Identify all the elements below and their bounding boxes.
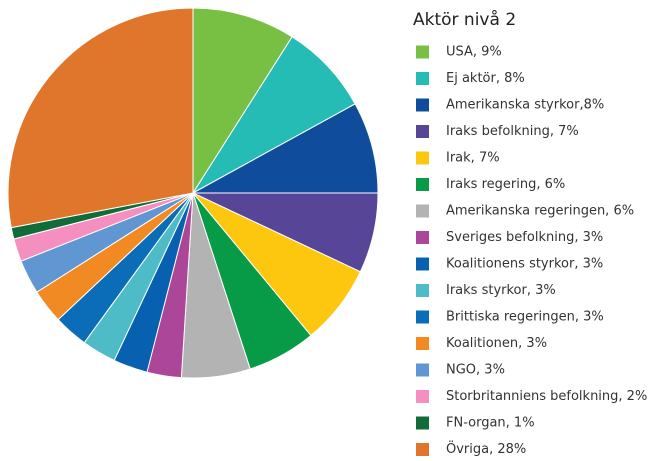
legend-label: Amerikanska regeringen, 6% — [446, 204, 634, 219]
legend-swatch — [416, 45, 429, 59]
legend-label: USA, 9% — [446, 45, 502, 60]
legend-label: Iraks regering, 6% — [446, 177, 565, 192]
legend-swatch — [416, 125, 429, 138]
legend-label: Amerikanska styrkor,8% — [446, 98, 604, 113]
pie-slice — [192, 7, 293, 195]
chart-title: Aktör nivå 2 — [413, 9, 516, 30]
legend-swatch — [416, 310, 429, 324]
legend-swatch — [416, 443, 429, 456]
legend-swatch — [416, 231, 429, 244]
legend-swatch — [416, 178, 429, 191]
legend-swatch — [416, 257, 429, 271]
legend-swatch — [416, 151, 429, 165]
pie-slice — [192, 36, 356, 194]
pie-slice — [192, 103, 379, 194]
legend-label: NGO, 3% — [446, 363, 505, 378]
legend-swatch — [416, 363, 429, 377]
legend-swatch — [416, 284, 429, 297]
legend-label: Ej aktör, 8% — [446, 71, 525, 86]
legend-label: FN-organ, 1% — [446, 416, 535, 431]
pie-slice — [7, 7, 194, 229]
legend-swatch — [416, 72, 429, 85]
legend-label: Iraks styrkor, 3% — [446, 283, 556, 298]
legend-label: Koalitionens styrkor, 3% — [446, 257, 603, 272]
legend-label: Övriga, 28% — [446, 440, 526, 457]
legend-swatch — [416, 98, 429, 112]
legend-swatch — [416, 337, 429, 350]
legend-label: Storbritanniens befolkning, 2% — [446, 389, 647, 404]
legend-swatch — [416, 390, 429, 403]
legend-label: Brittiska regeringen, 3% — [446, 310, 604, 325]
legend-swatch — [416, 416, 429, 430]
legend-swatch — [416, 204, 429, 218]
legend-label: Iraks befolkning, 7% — [446, 124, 579, 139]
legend-label: Sveriges befolkning, 3% — [446, 230, 603, 245]
legend-label: Irak, 7% — [446, 151, 500, 166]
legend-label: Koalitionen, 3% — [446, 336, 547, 351]
